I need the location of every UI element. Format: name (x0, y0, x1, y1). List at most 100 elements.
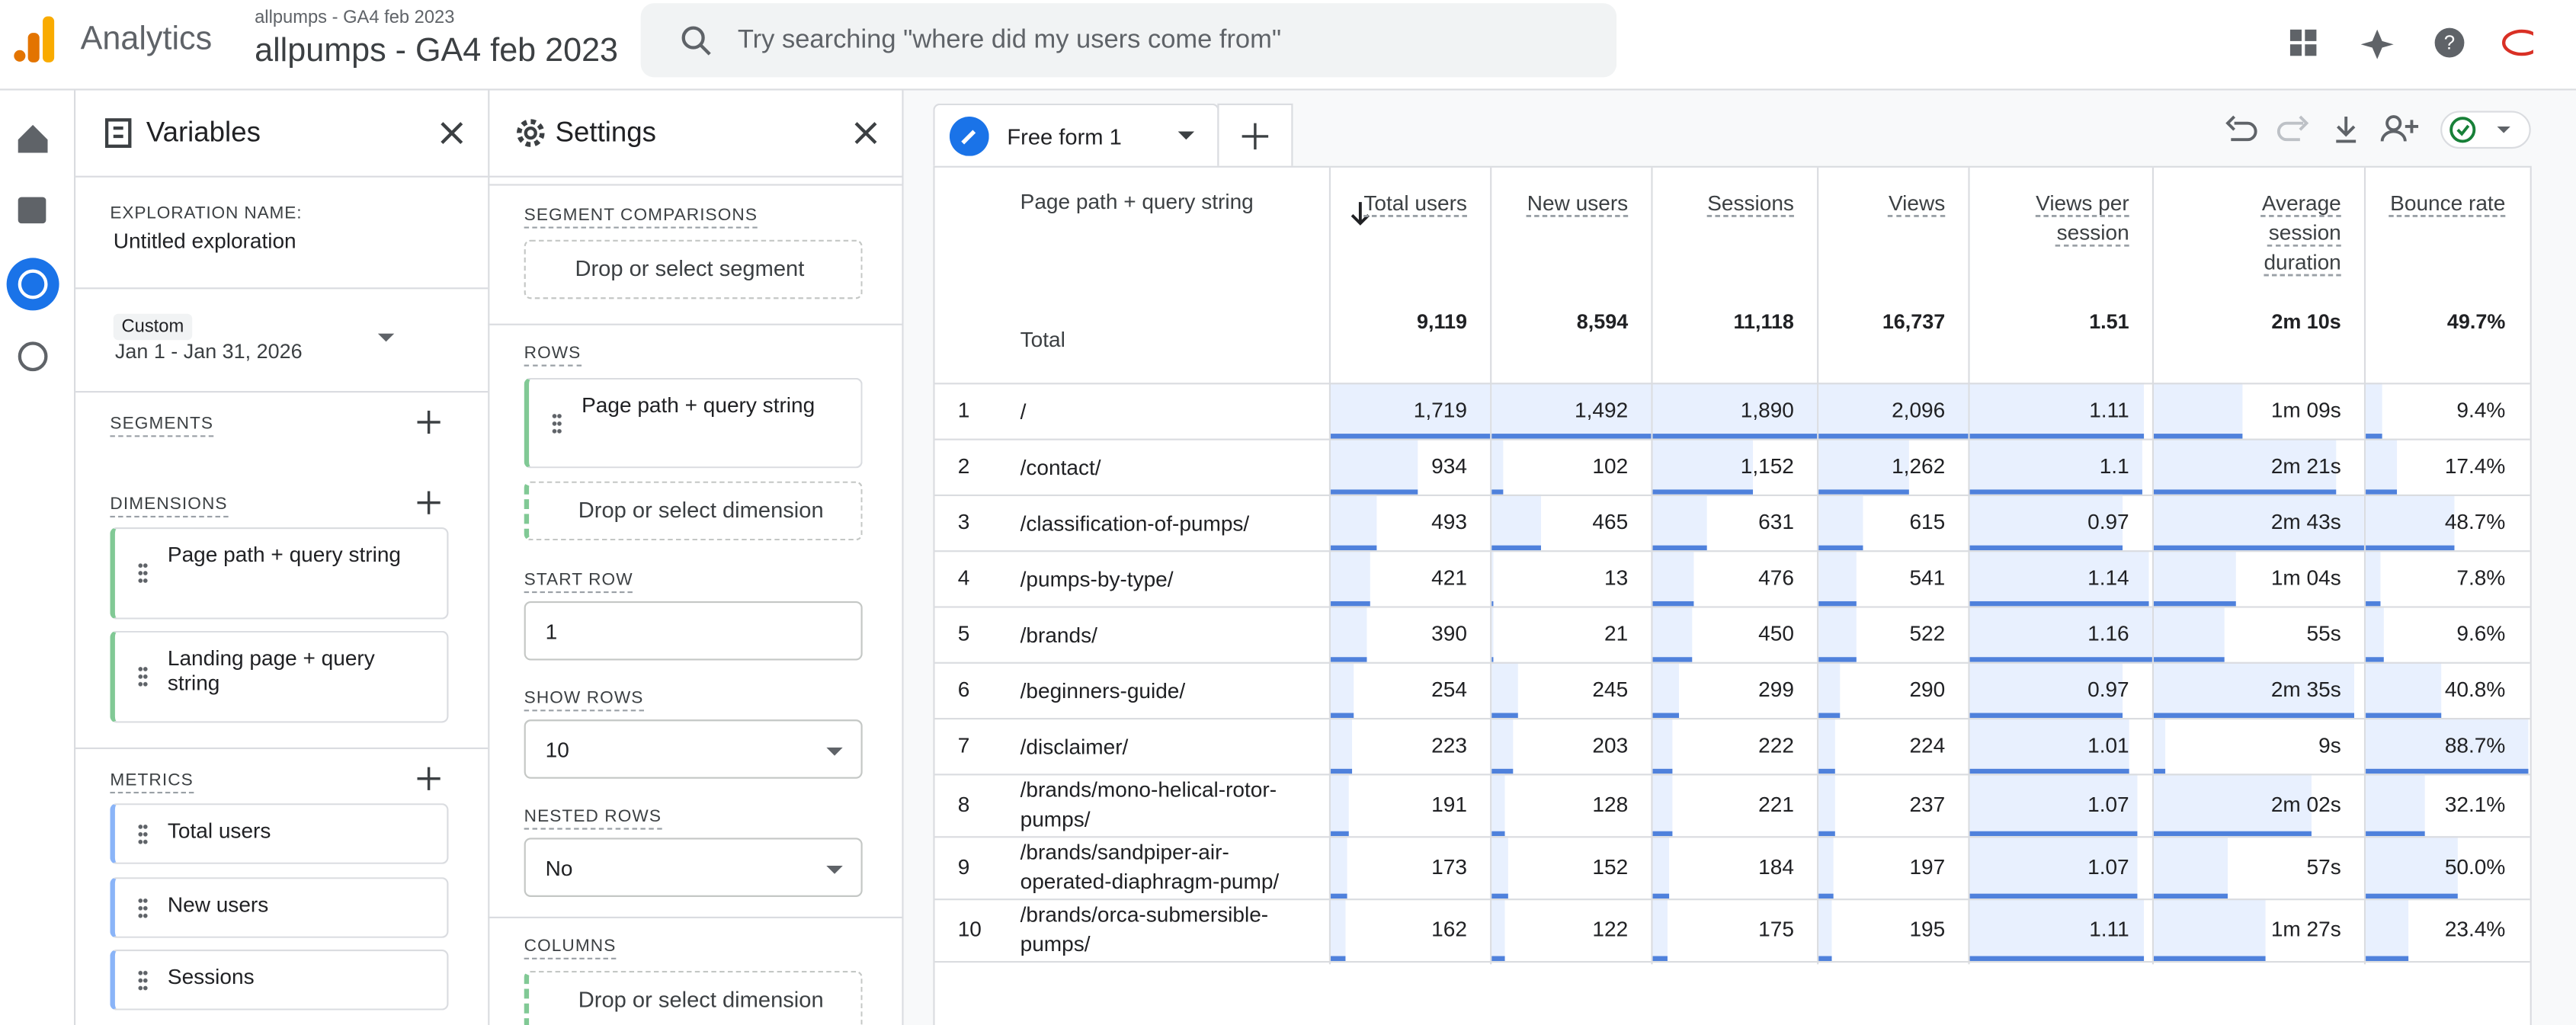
column-header[interactable]: New users (1527, 191, 1629, 216)
bar (1818, 657, 1857, 662)
row-path[interactable]: /classification-of-pumps/ (1020, 511, 1250, 536)
columns-drop[interactable]: Drop or select dimension (524, 970, 863, 1025)
cell-value: 175 (1758, 916, 1794, 942)
row-path[interactable]: /brands/sandpiper-air-operated-diaphragm… (1020, 839, 1280, 894)
bar (1818, 713, 1840, 719)
nav-icons[interactable] (0, 91, 74, 419)
row-path[interactable]: /brands/orca-submersible-pumps/ (1020, 902, 1269, 956)
bar-fill (1652, 494, 1708, 546)
chip[interactable]: Page path + query string (110, 527, 449, 620)
name-label: EXPLORATION NAME: (110, 203, 303, 224)
column-divider (1490, 167, 1492, 965)
column-header[interactable]: Average session duration (2261, 191, 2341, 274)
column-header[interactable]: Total users (1363, 191, 1467, 216)
row-divider (934, 898, 2530, 901)
close[interactable] (439, 120, 465, 146)
tab-arrow (1177, 131, 1195, 140)
cell-value: 1.16 (2087, 620, 2129, 646)
chip[interactable]: Sessions (110, 949, 449, 1011)
start-row[interactable]: 1 (524, 601, 863, 661)
cell-value: 162 (1431, 916, 1467, 942)
dropdown-arrow (377, 333, 395, 342)
account[interactable]: allpumps - GA4 feb 2023 (255, 8, 455, 28)
bar (1491, 768, 1514, 774)
row-path[interactable]: /pumps-by-type/ (1020, 566, 1174, 592)
row-path[interactable]: /contact/ (1020, 455, 1101, 480)
row-dimension[interactable]: Page path + query string (524, 377, 863, 469)
cell-value: 254 (1431, 677, 1467, 702)
header-icons[interactable]: ? (2287, 26, 2533, 62)
row-number: 3 (957, 509, 970, 534)
cell-value: 1m 27s (2270, 916, 2341, 942)
column-header[interactable]: Sessions (1707, 191, 1794, 216)
bar-fill (1491, 438, 1503, 490)
cell-value: 195 (1909, 916, 1946, 942)
divider (74, 747, 489, 749)
toolbar[interactable] (2218, 110, 2546, 149)
property[interactable]: allpumps - GA4 feb 2023 (255, 33, 619, 69)
bar-fill (1331, 774, 1349, 831)
nested-rows[interactable]: No (524, 838, 863, 897)
bar-fill (1969, 774, 2139, 831)
bar-fill (1818, 661, 1840, 713)
bar (1331, 601, 1370, 607)
add-tab[interactable] (1217, 103, 1293, 168)
bar (2154, 956, 2267, 962)
bar-fill (1818, 550, 1857, 601)
bar-fill (1818, 494, 1863, 546)
chip[interactable]: Landing page + query string (110, 630, 449, 723)
settings-icon (516, 119, 545, 147)
cell-value: 122 (1592, 916, 1629, 942)
bar (2366, 768, 2529, 774)
chip-text: New users (167, 892, 269, 917)
segment-drop[interactable]: Drop or select segment (524, 239, 863, 299)
bar-fill (1652, 898, 1668, 956)
cell-value: 2m 35s (2270, 677, 2341, 702)
bar (1818, 768, 1835, 774)
row-path[interactable]: / (1020, 399, 1027, 424)
cell-value: 522 (1909, 620, 1946, 646)
chip[interactable]: New users (110, 877, 449, 938)
date-range[interactable]: Jan 1 - Jan 31, 2026 (114, 340, 303, 364)
bar-fill (1818, 718, 1835, 769)
search[interactable]: Try searching "where did my users come f… (640, 3, 1617, 78)
metrics-label: METRICS (110, 770, 194, 794)
bar-fill (2366, 718, 2529, 769)
sort-arrow (1350, 200, 1370, 233)
chip[interactable]: Total users (110, 803, 449, 864)
row-path[interactable]: /brands/ (1020, 622, 1097, 648)
show-rows[interactable]: 10 (524, 719, 863, 779)
bar (1969, 713, 2123, 719)
chip-text: Sessions (167, 964, 255, 989)
column-header[interactable]: Views (1888, 191, 1946, 216)
row-path[interactable]: /brands/mono-helical-rotor-pumps/ (1020, 777, 1277, 831)
column-header[interactable]: Views per session (2036, 191, 2129, 245)
bar-fill (2366, 438, 2398, 490)
search-icon (681, 26, 711, 56)
bar (1969, 601, 2149, 607)
cell-value: 203 (1592, 732, 1629, 758)
row-path[interactable]: /disclaimer/ (1020, 734, 1129, 759)
exploration-name[interactable]: Untitled exploration (113, 228, 296, 253)
chip-text: Page path + query string (582, 392, 815, 418)
bar (1331, 545, 1376, 551)
row-path[interactable]: /beginners-guide/ (1020, 678, 1186, 703)
bar (1818, 545, 1863, 551)
logo (14, 16, 55, 62)
bar (1331, 713, 1354, 719)
bar-fill (1491, 550, 1494, 601)
row-divider (934, 494, 2530, 496)
bar (1652, 489, 1753, 495)
column-header[interactable]: Bounce rate (2390, 191, 2506, 216)
bar-fill (2366, 606, 2384, 658)
divider (74, 287, 489, 290)
bar (2154, 831, 2312, 837)
rows-drop[interactable]: Drop or select dimension (524, 481, 863, 541)
cell-value: 9s (2318, 732, 2341, 758)
bar-fill (1491, 661, 1518, 713)
bar (2366, 713, 2441, 719)
bar (1331, 893, 1347, 899)
close[interactable] (853, 120, 879, 146)
add-icons[interactable] (415, 409, 441, 902)
tab[interactable]: Free form 1 (933, 103, 1219, 166)
